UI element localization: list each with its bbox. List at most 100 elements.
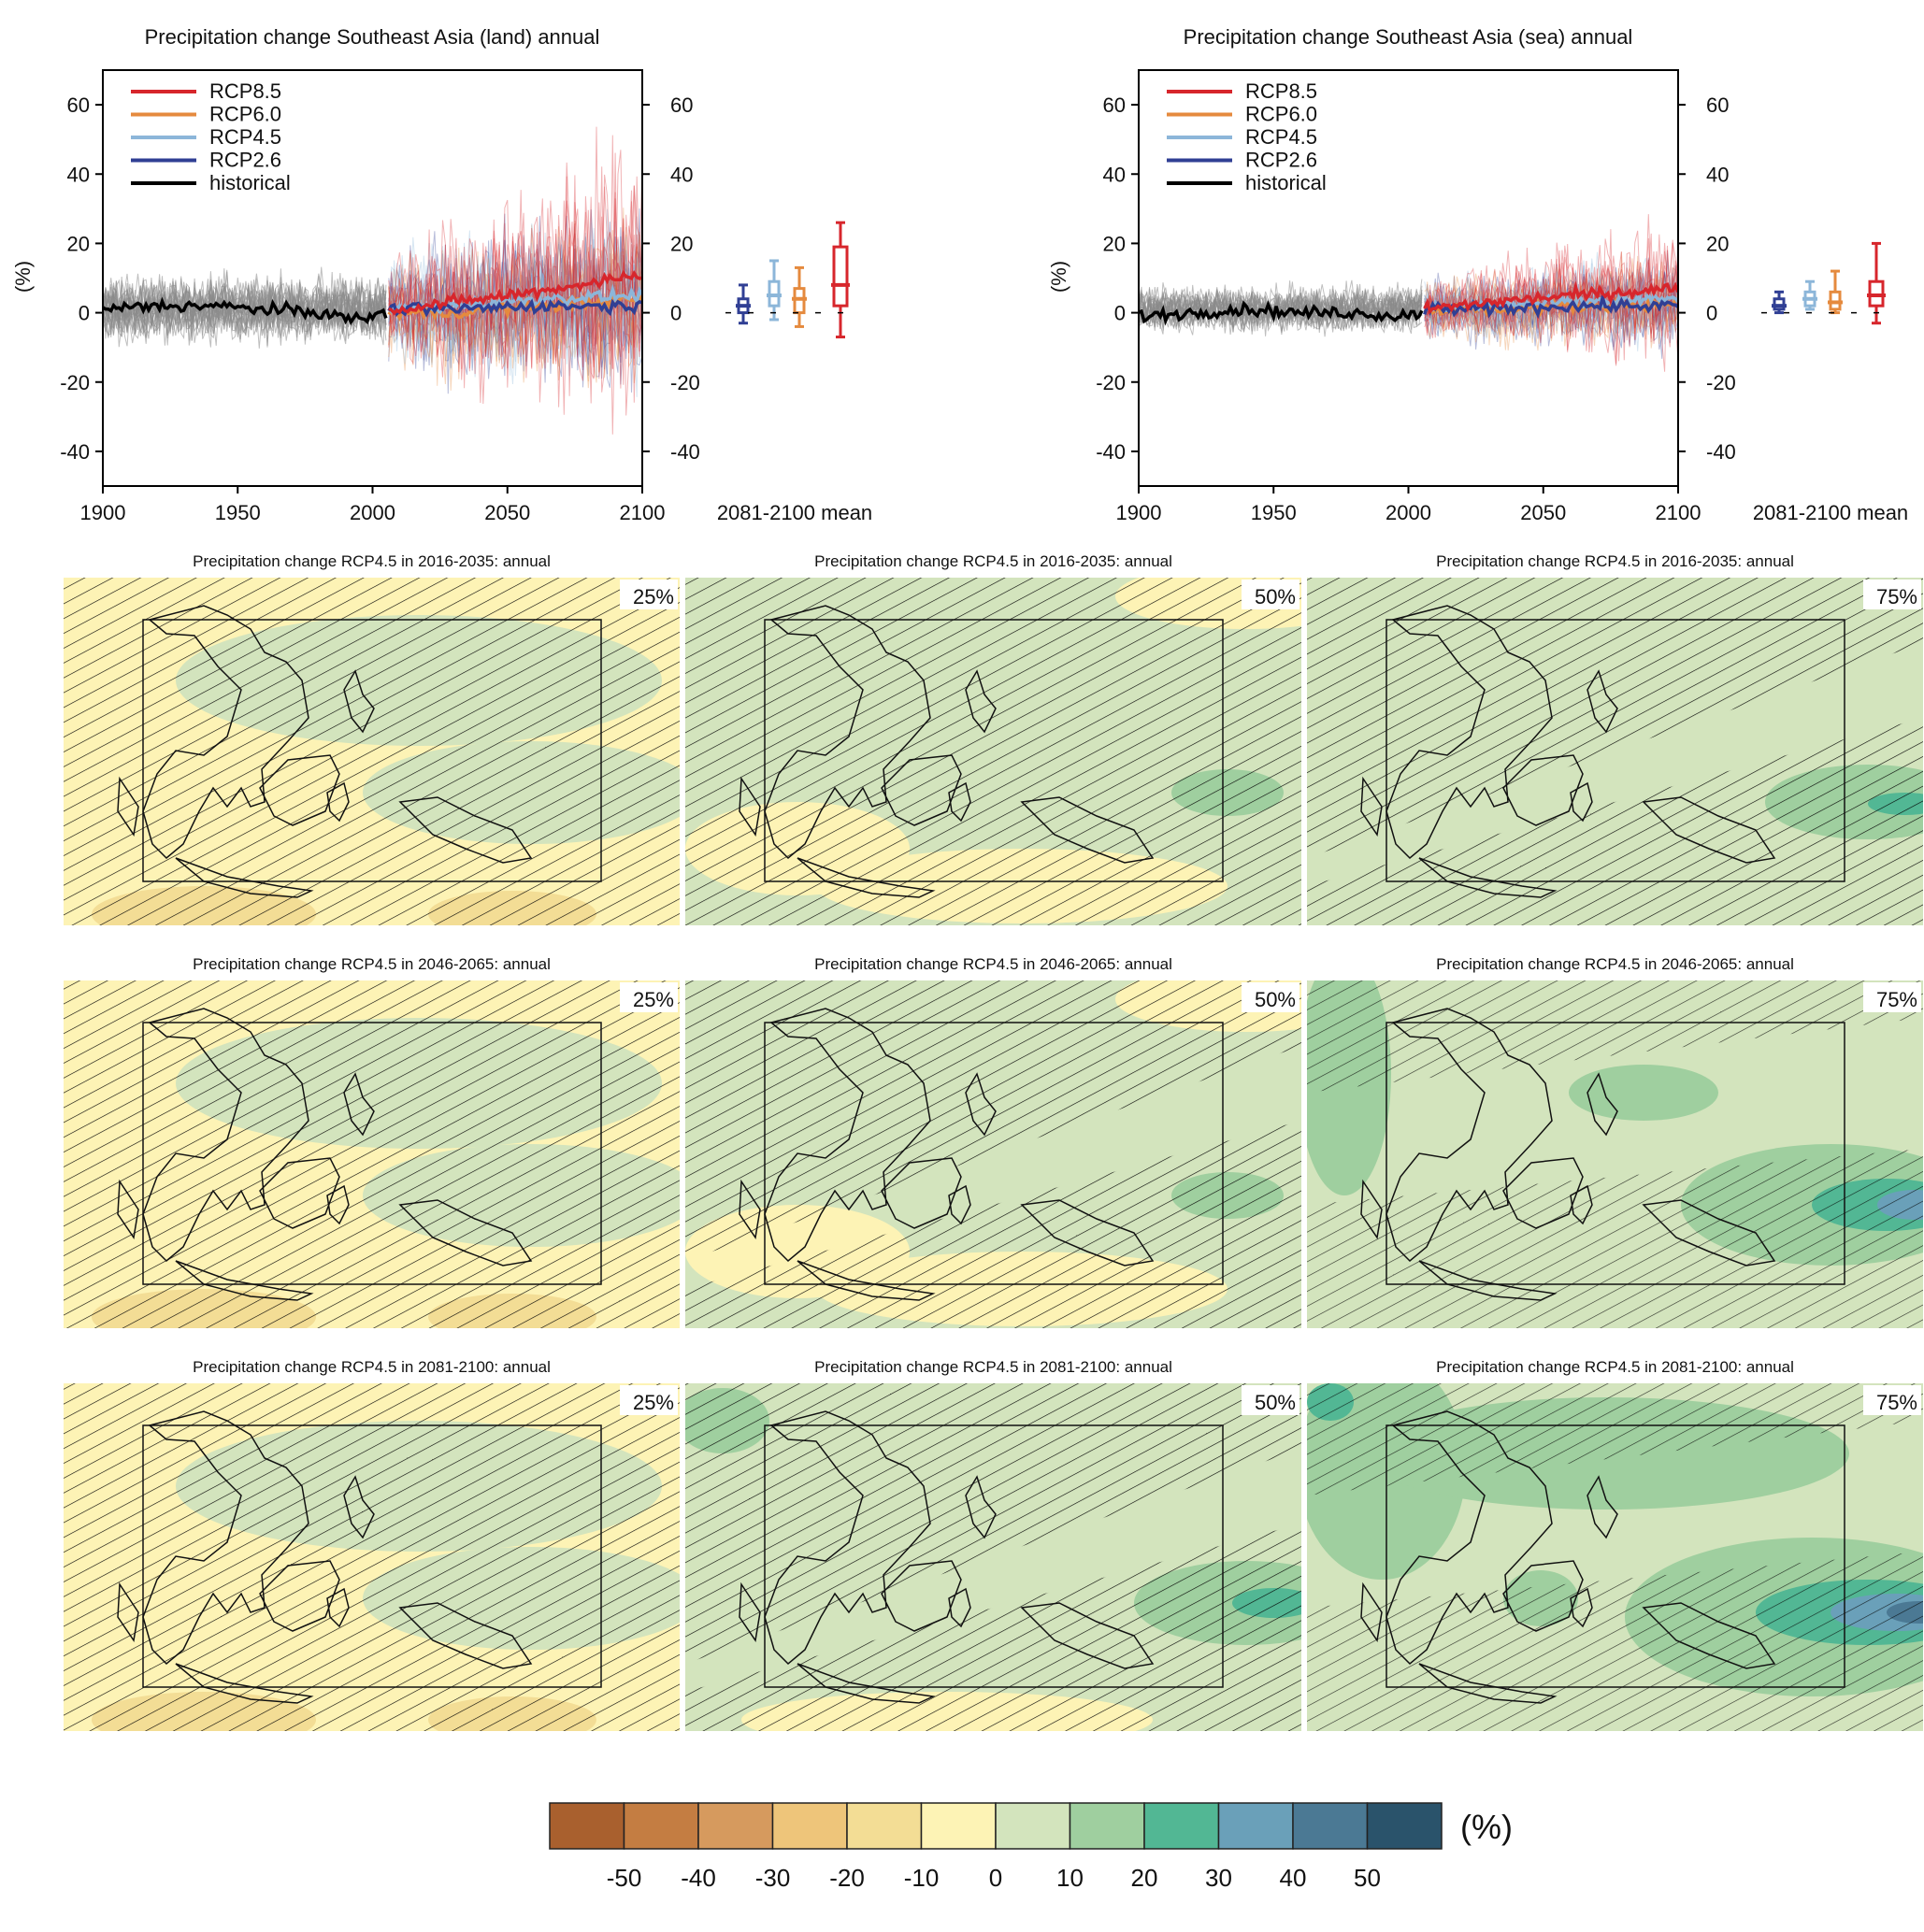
colorbar-tick-label: 10 (1056, 1864, 1084, 1892)
scenario-member-line (1424, 266, 1678, 347)
y-tick-label: 0 (670, 302, 682, 325)
significance-hatching (685, 1383, 1301, 1731)
chart-title: Precipitation change Southeast Asia (sea… (1184, 25, 1633, 49)
map-body (685, 980, 1301, 1328)
y-tick-label: 60 (1706, 93, 1729, 117)
time-series-panel: Precipitation change Southeast Asia (lan… (11, 25, 872, 524)
colorbar-tick-label: 40 (1280, 1864, 1307, 1892)
y-tick-label: 0 (79, 302, 90, 325)
map-panel: Precipitation change RCP4.5 in 2081-2100… (1307, 1358, 1923, 1731)
x-tick-label: 2100 (1656, 501, 1701, 524)
map-title: Precipitation change RCP4.5 in 2016-2035… (1436, 552, 1794, 570)
scenario-member-line (388, 213, 642, 388)
scenario-member-line (1424, 251, 1678, 351)
percentile-label: 25% (633, 988, 674, 1011)
legend-label: RCP4.5 (209, 125, 281, 149)
historical-member-line (103, 279, 387, 341)
coastline (1360, 1008, 1776, 1301)
map-panel: Precipitation change RCP4.5 in 2016-2035… (64, 552, 680, 925)
colorbar-swatch (846, 1802, 923, 1850)
x-tick-label: 2100 (620, 501, 666, 524)
coastline (1360, 1410, 1776, 1704)
colorbar-tick-label: -40 (681, 1864, 716, 1892)
legend-label: RCP6.0 (1245, 103, 1317, 126)
ensemble-lines (103, 126, 642, 435)
scenario-member-line (1424, 265, 1678, 350)
y-tick-label: 40 (1103, 163, 1126, 186)
map-title: Precipitation change RCP4.5 in 2046-2065… (814, 955, 1172, 973)
colorbar-tick-label: -30 (755, 1864, 791, 1892)
scenario-member-line (1424, 252, 1678, 345)
x-tick-label: 2000 (1386, 501, 1431, 524)
scenario-member-line (1424, 266, 1678, 344)
scenario-member-line (1424, 264, 1678, 341)
colorbar: -50 -40 -30 -20 -10 0 10 20 30 40 50 (%) (549, 1802, 1513, 1892)
colorbar-tick-label: 50 (1354, 1864, 1381, 1892)
map-grid: Precipitation change RCP4.5 in 2016-2035… (64, 552, 1923, 1731)
scenario-member-line (388, 247, 642, 385)
series-line-rcp8-5 (388, 269, 642, 316)
scenario-member-line (388, 236, 642, 378)
map-title: Precipitation change RCP4.5 in 2081-2100… (193, 1358, 551, 1376)
scenario-member-line (388, 222, 642, 397)
colorbar-swatch (1217, 1802, 1294, 1850)
colorbar-swatch (920, 1802, 997, 1850)
percentile-badge (620, 982, 678, 1012)
percentile-label: 50% (1255, 585, 1296, 608)
map-panel: Precipitation change RCP4.5 in 2046-2065… (64, 955, 680, 1328)
percentile-label: 25% (633, 585, 674, 608)
significance-hatching (64, 1383, 680, 1731)
colorbar-swatch (995, 1802, 1071, 1850)
coastline (1360, 605, 1776, 898)
x-tick-label: 1950 (1251, 501, 1297, 524)
colorbar-swatch (771, 1802, 848, 1850)
scenario-member-line (388, 208, 642, 370)
coastline (739, 1008, 1155, 1301)
scenario-member-line (1424, 257, 1678, 351)
map-title: Precipitation change RCP4.5 in 2016-2035… (814, 552, 1172, 570)
series-line-historical (103, 296, 388, 326)
map-body (64, 578, 680, 925)
region-box (142, 619, 602, 882)
map-body (685, 1383, 1301, 1731)
region-box (1386, 619, 1845, 882)
legend-label: RCP6.0 (209, 103, 281, 126)
scenario-member-line (1424, 264, 1678, 346)
map-title: Precipitation change RCP4.5 in 2046-2065… (1436, 955, 1794, 973)
scenario-member-line (1424, 242, 1678, 372)
significance-hatching (1307, 980, 1923, 1328)
scenario-member-line (388, 190, 642, 403)
box-axis-label: 2081-2100 mean (717, 501, 872, 524)
map-title: Precipitation change RCP4.5 in 2081-2100… (814, 1358, 1172, 1376)
scenario-member-line (388, 226, 642, 391)
region-box (764, 1424, 1224, 1688)
map-title: Precipitation change RCP4.5 in 2046-2065… (193, 955, 551, 973)
y-tick-label: -20 (670, 371, 700, 394)
region-box (1386, 1022, 1845, 1285)
historical-member-line (103, 281, 387, 346)
y-axis-label: (%) (11, 261, 35, 293)
map-body (64, 1383, 680, 1731)
y-tick-label: 60 (67, 93, 90, 117)
y-tick-label: 0 (1706, 302, 1717, 325)
percentile-label: 50% (1255, 1391, 1296, 1414)
percentile-badge (1863, 580, 1921, 609)
y-tick-label: 40 (1706, 163, 1729, 186)
map-title: Precipitation change RCP4.5 in 2016-2035… (193, 552, 551, 570)
percentile-label: 50% (1255, 988, 1296, 1011)
mean-lines (103, 269, 642, 326)
map-title: Precipitation change RCP4.5 in 2081-2100… (1436, 1358, 1794, 1376)
colorbar-swatch (1143, 1802, 1220, 1850)
chart-title: Precipitation change Southeast Asia (lan… (145, 25, 600, 49)
scenario-member-line (1424, 262, 1678, 351)
region-box (1386, 1424, 1845, 1688)
time-series-panel: Precipitation change Southeast Asia (sea… (1047, 25, 1908, 524)
percentile-badge (1242, 1385, 1299, 1415)
map-panel: Precipitation change RCP4.5 in 2046-2065… (685, 955, 1301, 1328)
x-tick-label: 1950 (215, 501, 261, 524)
coastline (117, 1410, 533, 1704)
contour-region (1569, 1065, 1718, 1121)
map-panel: Precipitation change RCP4.5 in 2081-2100… (685, 1358, 1301, 1731)
percentile-badge (1863, 982, 1921, 1012)
